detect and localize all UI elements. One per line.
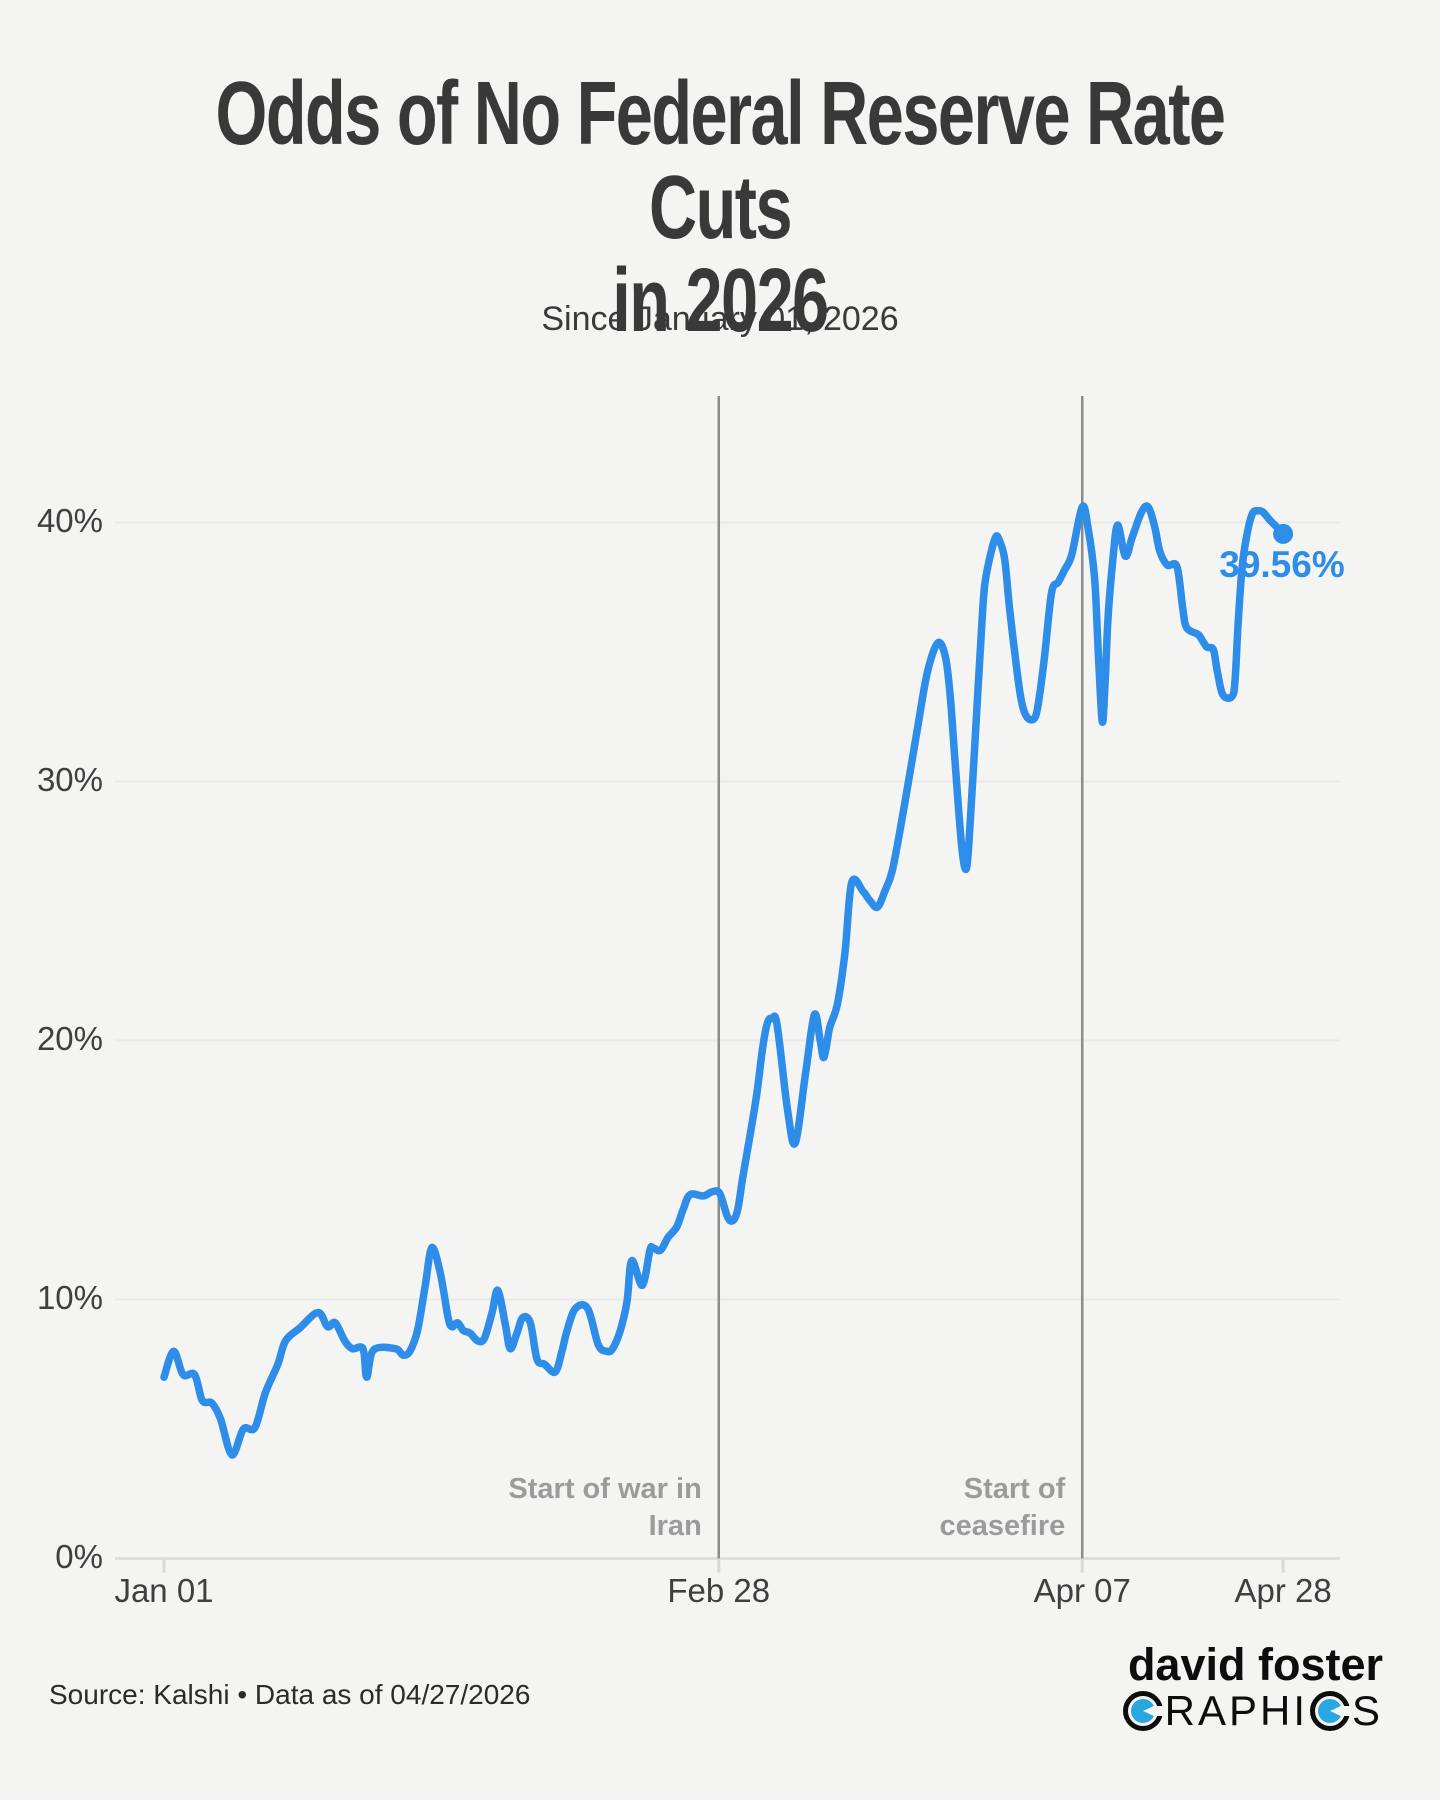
- page-title-line2: in 2026: [612, 251, 829, 352]
- logo-g-icon: [1122, 1691, 1165, 1731]
- x-axis-label: Apr 07: [1033, 1572, 1131, 1609]
- odds-line: [160, 502, 1287, 1459]
- logo-name-text: david foster: [1127, 1639, 1383, 1690]
- y-axis-label-40: 40%: [36, 501, 103, 539]
- y-axis-label-20: 20%: [36, 1019, 103, 1057]
- last-value-label: 39.56%: [1219, 544, 1345, 585]
- logo-graphics-end: S: [1351, 1687, 1383, 1734]
- source-note: Source: Kalshi • Data as of 04/27/2026: [49, 1679, 531, 1710]
- event-annotation-0: Start of war in Iran: [508, 1473, 702, 1542]
- logo-c-icon: [1309, 1691, 1352, 1731]
- page-title: Odds of No Federal Reserve Rate Cuts in …: [187, 64, 1253, 352]
- page-title-line1: Odds of No Federal Reserve Rate Cuts: [215, 64, 1226, 258]
- brand-logo: david foster RAPHI S: [1121, 1642, 1383, 1734]
- x-axis-label: Apr 28: [1234, 1572, 1332, 1609]
- y-axis-label-30: 30%: [36, 760, 103, 798]
- logo-graphics-mid: RAPHI: [1164, 1687, 1308, 1734]
- event-annotation-1: Start of ceasefire: [939, 1473, 1066, 1542]
- x-axis-label: Feb 28: [667, 1572, 771, 1609]
- logo-graphics-text: RAPHI S: [1121, 1688, 1383, 1734]
- y-axis-label-10: 10%: [36, 1278, 103, 1316]
- y-axis-label-0: 0%: [55, 1537, 103, 1575]
- x-axis-label: Jan 01: [114, 1572, 214, 1609]
- end-dot: [1273, 523, 1294, 544]
- page-subtitle: Since January 01, 2026: [541, 300, 899, 338]
